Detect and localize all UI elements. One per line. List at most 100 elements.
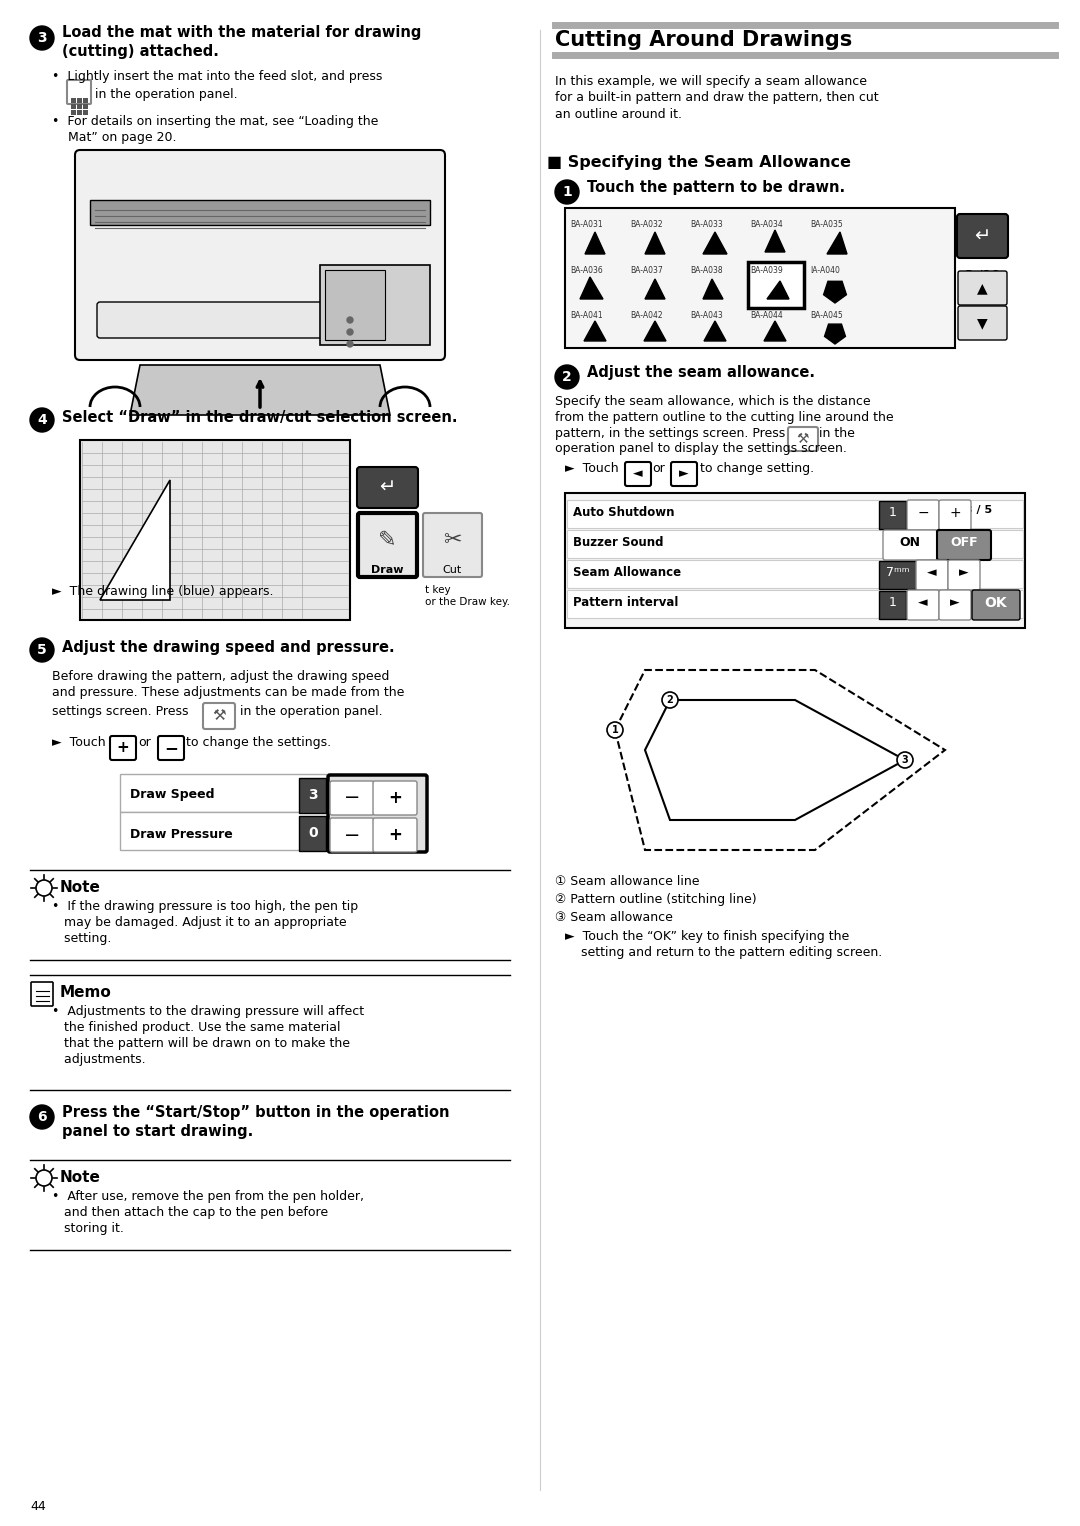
Text: BA-A036: BA-A036 [570,266,603,275]
Text: Load the mat with the material for drawing
(cutting) attached.: Load the mat with the material for drawi… [62,24,421,58]
Text: ◄: ◄ [633,467,643,481]
Text: ① Seam allowance line: ① Seam allowance line [555,874,700,888]
Bar [77,110,82,114]
Text: BA-A031: BA-A031 [570,220,603,229]
Circle shape [30,1105,54,1129]
Text: 3: 3 [308,787,318,803]
Polygon shape [645,279,665,299]
Bar [120,812,340,850]
Polygon shape [580,278,603,299]
Text: to change the settings.: to change the settings. [186,736,332,749]
Circle shape [30,26,54,50]
FancyBboxPatch shape [97,302,423,337]
FancyBboxPatch shape [625,462,651,485]
Text: 44: 44 [30,1500,45,1512]
Text: Draw Speed: Draw Speed [130,787,215,801]
Circle shape [347,330,353,336]
Polygon shape [130,365,390,415]
Text: ◄: ◄ [928,566,936,580]
Text: BA-A045: BA-A045 [810,311,842,320]
Text: 3 / 5: 3 / 5 [966,505,993,514]
FancyBboxPatch shape [788,427,818,452]
Text: settings screen. Press: settings screen. Press [52,705,189,719]
Text: Press the “Start/Stop” button in the operation
panel to start drawing.: Press the “Start/Stop” button in the ope… [62,1105,449,1138]
FancyBboxPatch shape [939,591,971,620]
Text: •  For details on inserting the mat, see “Loading the
    Mat” on page 20.: • For details on inserting the mat, see … [52,114,378,143]
Text: Note: Note [60,881,100,896]
Text: Select “Draw” in the draw/cut selection screen.: Select “Draw” in the draw/cut selection … [62,410,458,426]
Circle shape [36,1170,52,1186]
FancyBboxPatch shape [972,591,1020,620]
FancyBboxPatch shape [67,79,91,104]
Text: in the: in the [819,427,855,439]
Text: Auto Shutdown: Auto Shutdown [573,507,675,519]
Text: 3: 3 [902,755,908,765]
Text: 5: 5 [37,642,46,658]
FancyBboxPatch shape [423,513,482,577]
Bar [83,104,87,108]
Text: •  If the drawing pressure is too high, the pen tip
   may be damaged. Adjust it: • If the drawing pressure is too high, t… [52,900,359,945]
Text: −: − [917,507,929,520]
FancyBboxPatch shape [671,462,697,485]
Circle shape [555,365,579,389]
Text: ►  Touch the “OK” key to finish specifying the
    setting and return to the pat: ► Touch the “OK” key to finish specifyin… [565,929,882,958]
FancyBboxPatch shape [328,775,427,852]
Text: ►: ► [679,467,689,481]
Text: operation panel to display the settings screen.: operation panel to display the settings … [555,443,847,455]
Text: BA-A035: BA-A035 [810,220,842,229]
Polygon shape [645,232,665,253]
Text: Note: Note [60,1170,100,1186]
FancyBboxPatch shape [907,501,939,530]
Polygon shape [703,279,723,299]
Bar [565,208,955,348]
Text: BA-A037: BA-A037 [630,266,663,275]
Text: 2: 2 [666,694,673,705]
Text: BA-A032: BA-A032 [630,220,663,229]
FancyBboxPatch shape [883,530,937,560]
Text: 3 /10: 3 /10 [966,269,1000,281]
Text: 7ᵐᵐ: 7ᵐᵐ [887,566,909,580]
Bar [90,200,430,224]
FancyBboxPatch shape [31,983,53,1006]
Text: or: or [652,462,665,475]
Text: In this example, we will specify a seam allowance
for a built-in pattern and dra: In this example, we will specify a seam … [555,75,879,121]
Bar [567,591,1023,618]
Text: •  After use, remove the pen from the pen holder,
   and then attach the cap to : • After use, remove the pen from the pen… [52,1190,364,1235]
Text: Before drawing the pattern, adjust the drawing speed
and pressure. These adjustm: Before drawing the pattern, adjust the d… [52,670,404,699]
FancyBboxPatch shape [879,562,916,589]
FancyBboxPatch shape [937,530,991,560]
Bar [83,98,87,102]
Text: •  Adjustments to the drawing pressure will affect
   the finished product. Use : • Adjustments to the drawing pressure wi… [52,1006,364,1067]
Bar [567,530,1023,559]
FancyBboxPatch shape [75,150,445,360]
Text: 1: 1 [611,725,619,736]
Bar [565,493,1025,629]
Text: ③ Seam allowance: ③ Seam allowance [555,911,673,925]
Bar [120,774,340,812]
Text: or: or [138,736,151,749]
Polygon shape [644,320,666,340]
FancyBboxPatch shape [330,781,374,815]
Text: 0: 0 [308,826,318,839]
FancyBboxPatch shape [907,591,939,620]
Bar [77,98,82,102]
Text: 1: 1 [889,597,896,609]
FancyBboxPatch shape [957,214,1008,258]
Text: Touch the pattern to be drawn.: Touch the pattern to be drawn. [588,180,846,195]
FancyBboxPatch shape [158,736,184,760]
Text: ↵: ↵ [379,478,395,496]
Text: Seam Allowance: Seam Allowance [573,566,681,578]
FancyBboxPatch shape [299,778,326,813]
Polygon shape [703,232,727,253]
Bar [120,771,430,850]
Text: ■ Specifying the Seam Allowance: ■ Specifying the Seam Allowance [546,156,851,169]
Polygon shape [584,320,606,340]
Text: •  Lightly insert the mat into the feed slot, and press: • Lightly insert the mat into the feed s… [52,70,382,82]
FancyBboxPatch shape [330,818,374,852]
Text: ▲: ▲ [976,281,987,295]
Polygon shape [704,320,726,340]
Bar [71,98,76,102]
Text: OFF: OFF [950,537,977,549]
Text: Cutting Around Drawings: Cutting Around Drawings [555,31,852,50]
Text: +: + [949,507,961,520]
